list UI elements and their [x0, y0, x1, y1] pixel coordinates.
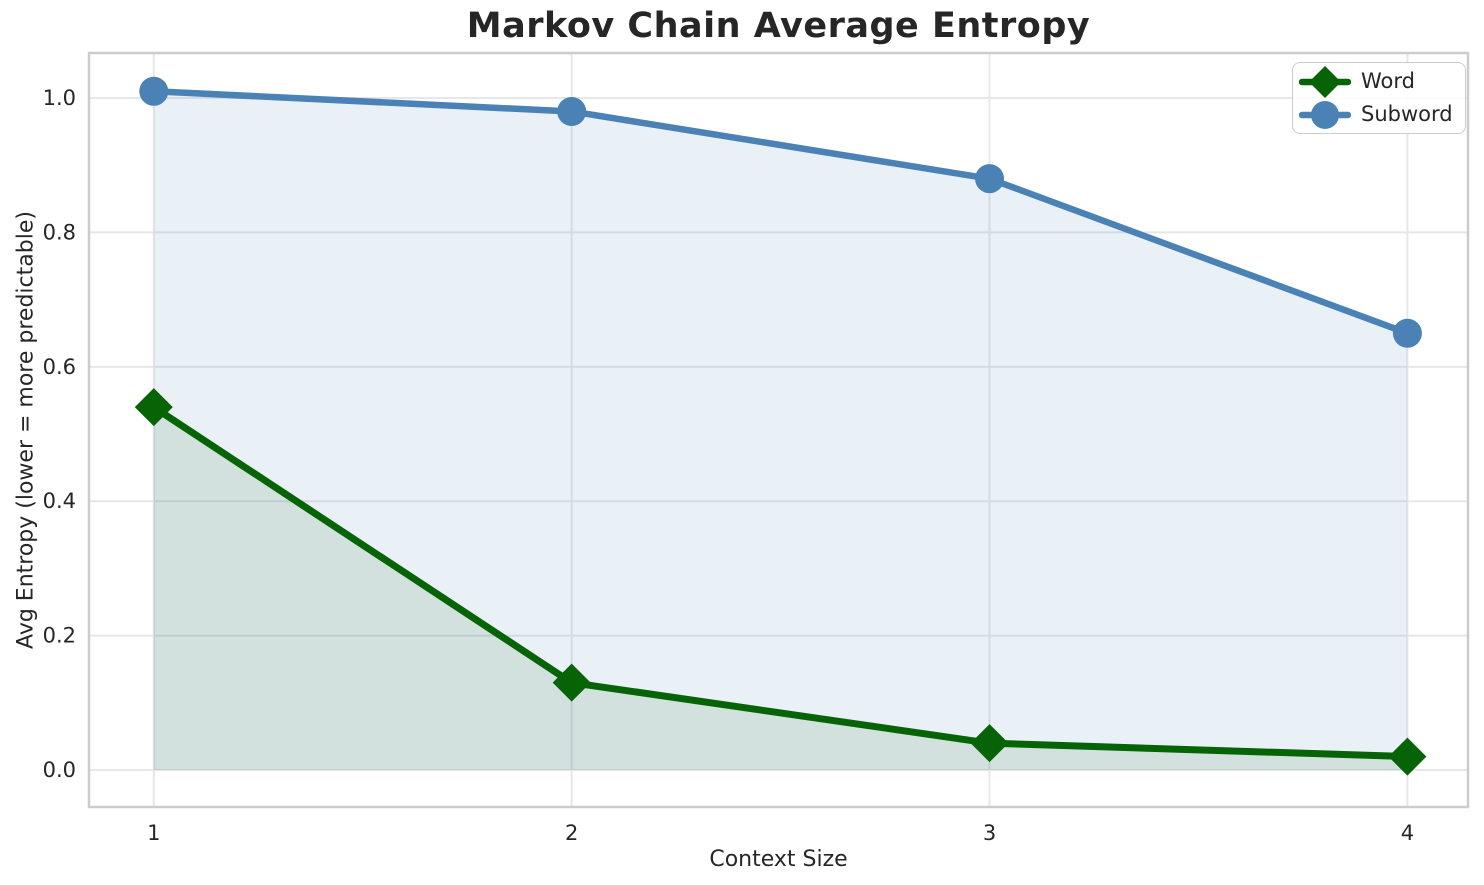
marker-subword-3 — [975, 164, 1005, 194]
diamond-marker-icon — [1299, 65, 1351, 98]
y-tick-label: 0.0 — [43, 758, 76, 782]
marker-word-4 — [1388, 737, 1427, 776]
line-subword — [150, 88, 1411, 337]
x-tick-label: 4 — [1401, 821, 1414, 845]
marker-word-3 — [970, 724, 1009, 763]
y-axis-label: Avg Entropy (lower = more predictable) — [13, 211, 39, 649]
legend-label: Word — [1361, 69, 1415, 93]
marker-subword-2 — [557, 96, 587, 126]
x-tick-label: 3 — [983, 821, 996, 845]
x-tick-label: 1 — [147, 821, 160, 845]
circle-marker-icon — [1299, 100, 1351, 129]
area-subword — [153, 91, 1408, 771]
y-tick-label: 0.8 — [43, 220, 76, 244]
legend-item-word: Word — [1299, 65, 1453, 98]
y-tick-label: 0.6 — [43, 355, 76, 379]
y-tick-label: 0.2 — [43, 624, 76, 648]
legend-label: Subword — [1361, 102, 1453, 126]
chart-title: Markov Chain Average Entropy — [466, 6, 1091, 46]
x-tick-label: 2 — [565, 821, 578, 845]
marker-subword-4 — [1392, 318, 1422, 348]
area-word — [153, 407, 1408, 771]
x-axis-label: Context Size — [709, 847, 848, 872]
legend: Word Subword — [1292, 62, 1466, 134]
plot-border — [87, 51, 1470, 809]
y-tick-label: 0.4 — [43, 489, 76, 513]
marker-word-1 — [134, 388, 173, 427]
marker-word-2 — [552, 663, 591, 702]
line-word — [150, 403, 1411, 761]
legend-item-subword: Subword — [1299, 98, 1453, 131]
y-tick-label: 1.0 — [43, 86, 76, 110]
marker-subword-1 — [139, 76, 169, 106]
